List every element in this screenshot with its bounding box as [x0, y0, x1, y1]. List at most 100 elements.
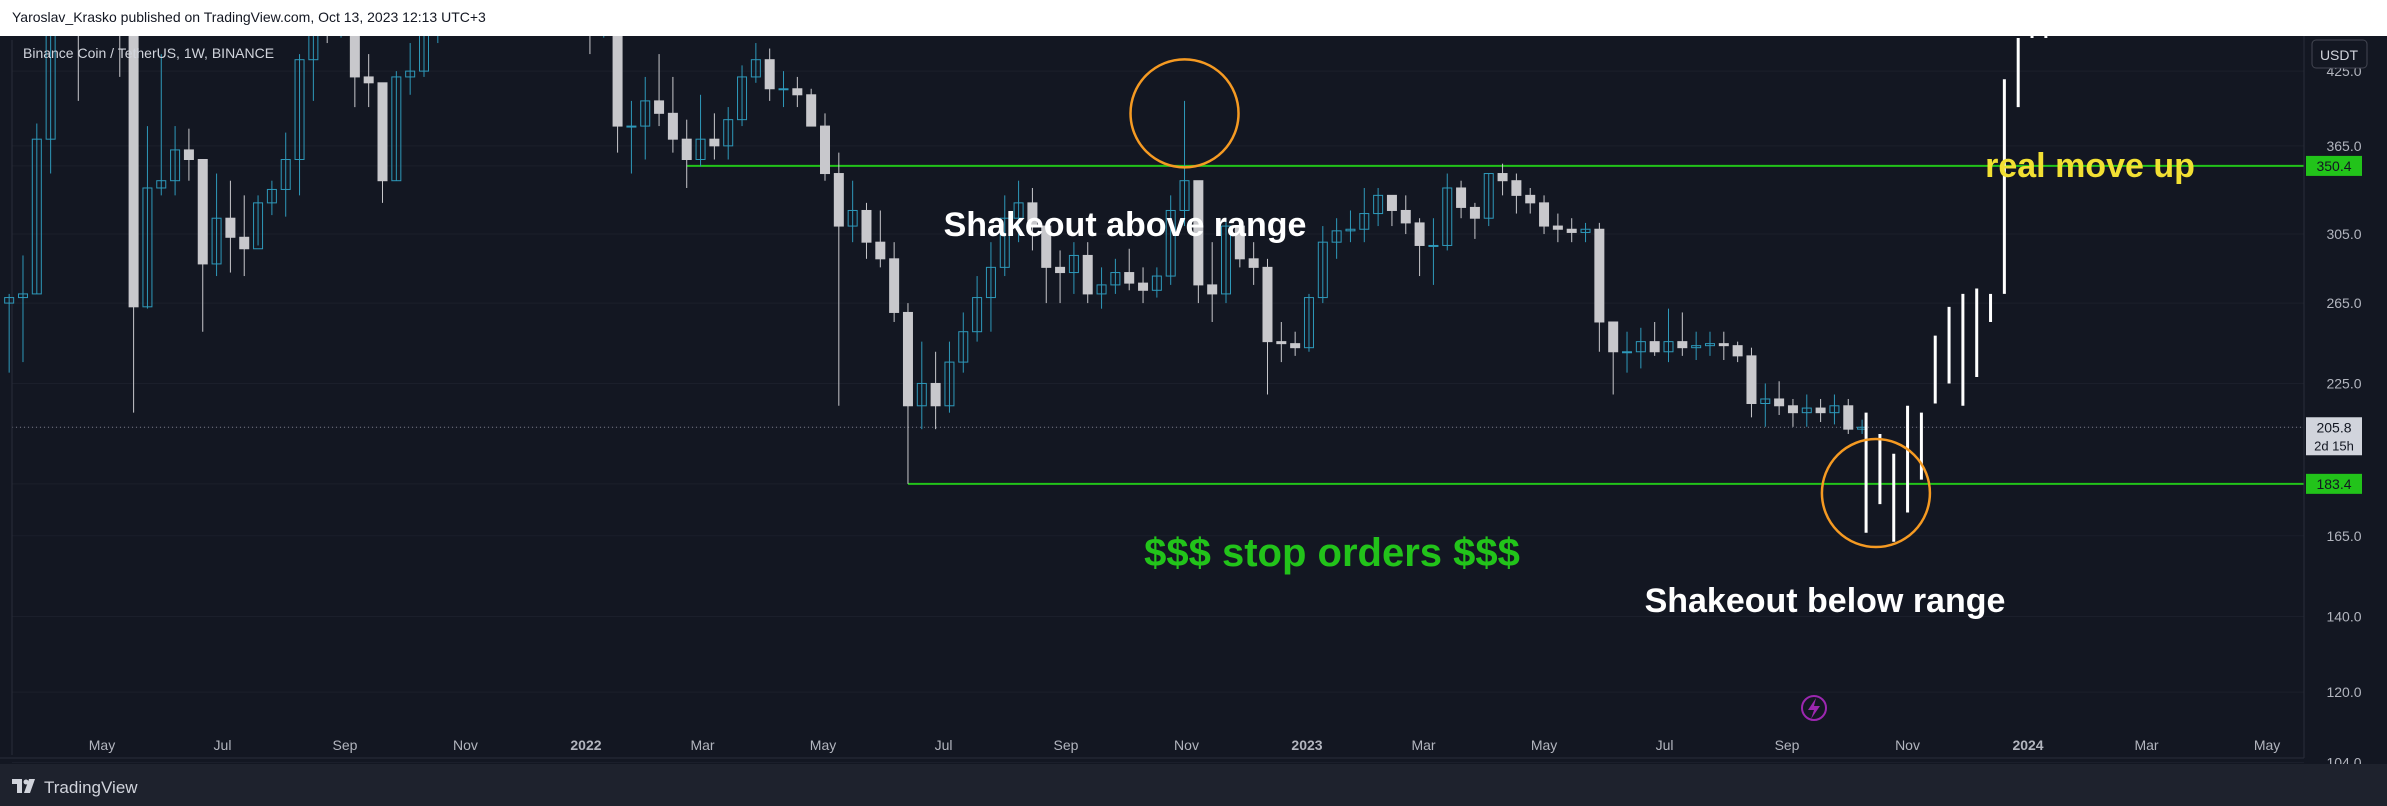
candle-body [958, 331, 969, 363]
candle-body [1843, 405, 1854, 430]
price-tick-label: 225.0 [2326, 375, 2361, 391]
candle-body [1096, 284, 1107, 295]
time-tick-label: Mar [690, 737, 714, 753]
candle-body [4, 297, 15, 304]
candle-body [764, 59, 775, 90]
candle-body [1580, 228, 1591, 233]
candle-body [405, 70, 416, 78]
price-tick-label: 140.0 [2326, 608, 2361, 624]
candle-body [792, 88, 803, 96]
candle-body [1345, 228, 1356, 232]
candle-body [1414, 222, 1425, 246]
candle-body [1428, 244, 1439, 247]
price-label-box [2306, 473, 2362, 494]
candle-body [667, 112, 678, 140]
price-tick-label: 305.0 [2326, 226, 2361, 242]
currency-label[interactable]: USDT [2320, 47, 2359, 63]
candle-body [266, 188, 277, 204]
candle-body [1608, 321, 1619, 353]
time-axis-ticks[interactable]: May Jul Sep Nov 2022 Mar May Jul Sep Nov 2023 Mar Ma… [89, 737, 2281, 753]
candle-body [806, 94, 817, 127]
candle-body [1760, 398, 1771, 404]
candle-body [45, 36, 56, 140]
time-tick-label: Jul [1656, 737, 1674, 753]
currency-button[interactable]: USDT [2311, 39, 2368, 69]
candle-body [1055, 266, 1066, 274]
candles [4, 36, 1868, 484]
candle-body [972, 297, 983, 333]
candle-body [999, 217, 1010, 268]
tradingview-logo-text: TradingView [44, 778, 138, 797]
candle-body [902, 311, 913, 407]
highlight-circles [1129, 58, 1932, 549]
candle-body [1207, 284, 1218, 295]
candle-body [681, 138, 692, 161]
candle-body [1635, 341, 1646, 353]
candle-body [308, 36, 319, 61]
price-label-box [2306, 155, 2362, 176]
candle-body [1497, 173, 1508, 182]
candle-body [1151, 275, 1162, 291]
tradingview-logo[interactable]: TradingView [12, 778, 138, 798]
candle-body [1691, 345, 1702, 349]
candle-body [1027, 202, 1038, 227]
symbol-title: Binance Coin / TetherUS, 1W, BINANCE [23, 45, 274, 61]
time-tick-label: Nov [1174, 737, 1199, 753]
candle-body [253, 202, 264, 250]
candle-body [239, 236, 250, 250]
chart-background [0, 36, 2387, 764]
candle-body [709, 138, 720, 147]
candle-body [1469, 206, 1480, 219]
annotations: Shakeout above range $$$ stop orders $$$ S… [944, 147, 2195, 620]
candle-body [1704, 343, 1715, 347]
time-tick-label: May [89, 737, 115, 753]
candle-body [612, 36, 623, 127]
candle-body [1124, 272, 1135, 284]
candle-body [833, 173, 844, 227]
time-tick-label: Jul [214, 737, 232, 753]
time-tick-label: 2024 [2012, 737, 2043, 753]
candle-body [377, 82, 388, 182]
candle-body [1774, 398, 1785, 407]
candle-body [737, 76, 748, 121]
candle-body [985, 266, 996, 299]
candle-body [944, 361, 955, 407]
annotation-text: Shakeout above range [944, 206, 1307, 244]
candle-body [1718, 343, 1729, 347]
candle-body [1732, 345, 1743, 357]
lightning-icon[interactable] [1801, 695, 1827, 721]
price-label-text: 350.4 [2316, 158, 2351, 174]
time-tick-label: Mar [2134, 737, 2158, 753]
candle-body [391, 76, 402, 182]
currency-button-frame[interactable] [2311, 39, 2368, 69]
price-label-countdown: 2d 15h [2314, 438, 2354, 453]
candle-body [1552, 225, 1563, 230]
candle-body [1801, 407, 1812, 414]
candle-body [349, 36, 360, 78]
candle-body [294, 59, 305, 161]
candle-body [170, 149, 181, 182]
time-tick-label: Jul [935, 737, 953, 753]
price-chart[interactable]: Shakeout above range $$$ stop orders $$$ S… [0, 36, 2387, 764]
candle-body [1829, 405, 1840, 414]
time-tick-label: Sep [333, 737, 358, 753]
candle-body [211, 217, 222, 265]
time-tick-label: 2022 [570, 737, 601, 753]
candle-body [1165, 209, 1176, 277]
candle-body [1221, 225, 1232, 295]
time-tick-label: Nov [1895, 737, 1920, 753]
candle-body [1594, 228, 1605, 323]
footer-bar: TradingView [0, 764, 2387, 806]
candle-body [1193, 180, 1204, 286]
candle-body [1068, 254, 1079, 274]
highlight-circle [1820, 437, 1932, 549]
candle-body [875, 241, 886, 260]
price-tick-label: 104.0 [2326, 754, 2361, 764]
candle-body [626, 125, 637, 128]
candle-body [654, 100, 665, 114]
price-tick-label: 165.0 [2326, 528, 2361, 544]
candle-body [156, 180, 167, 189]
candle-body [418, 36, 429, 72]
published-text: Yaroslav_Krasko published on TradingView… [12, 9, 486, 25]
candle-body [31, 138, 42, 295]
